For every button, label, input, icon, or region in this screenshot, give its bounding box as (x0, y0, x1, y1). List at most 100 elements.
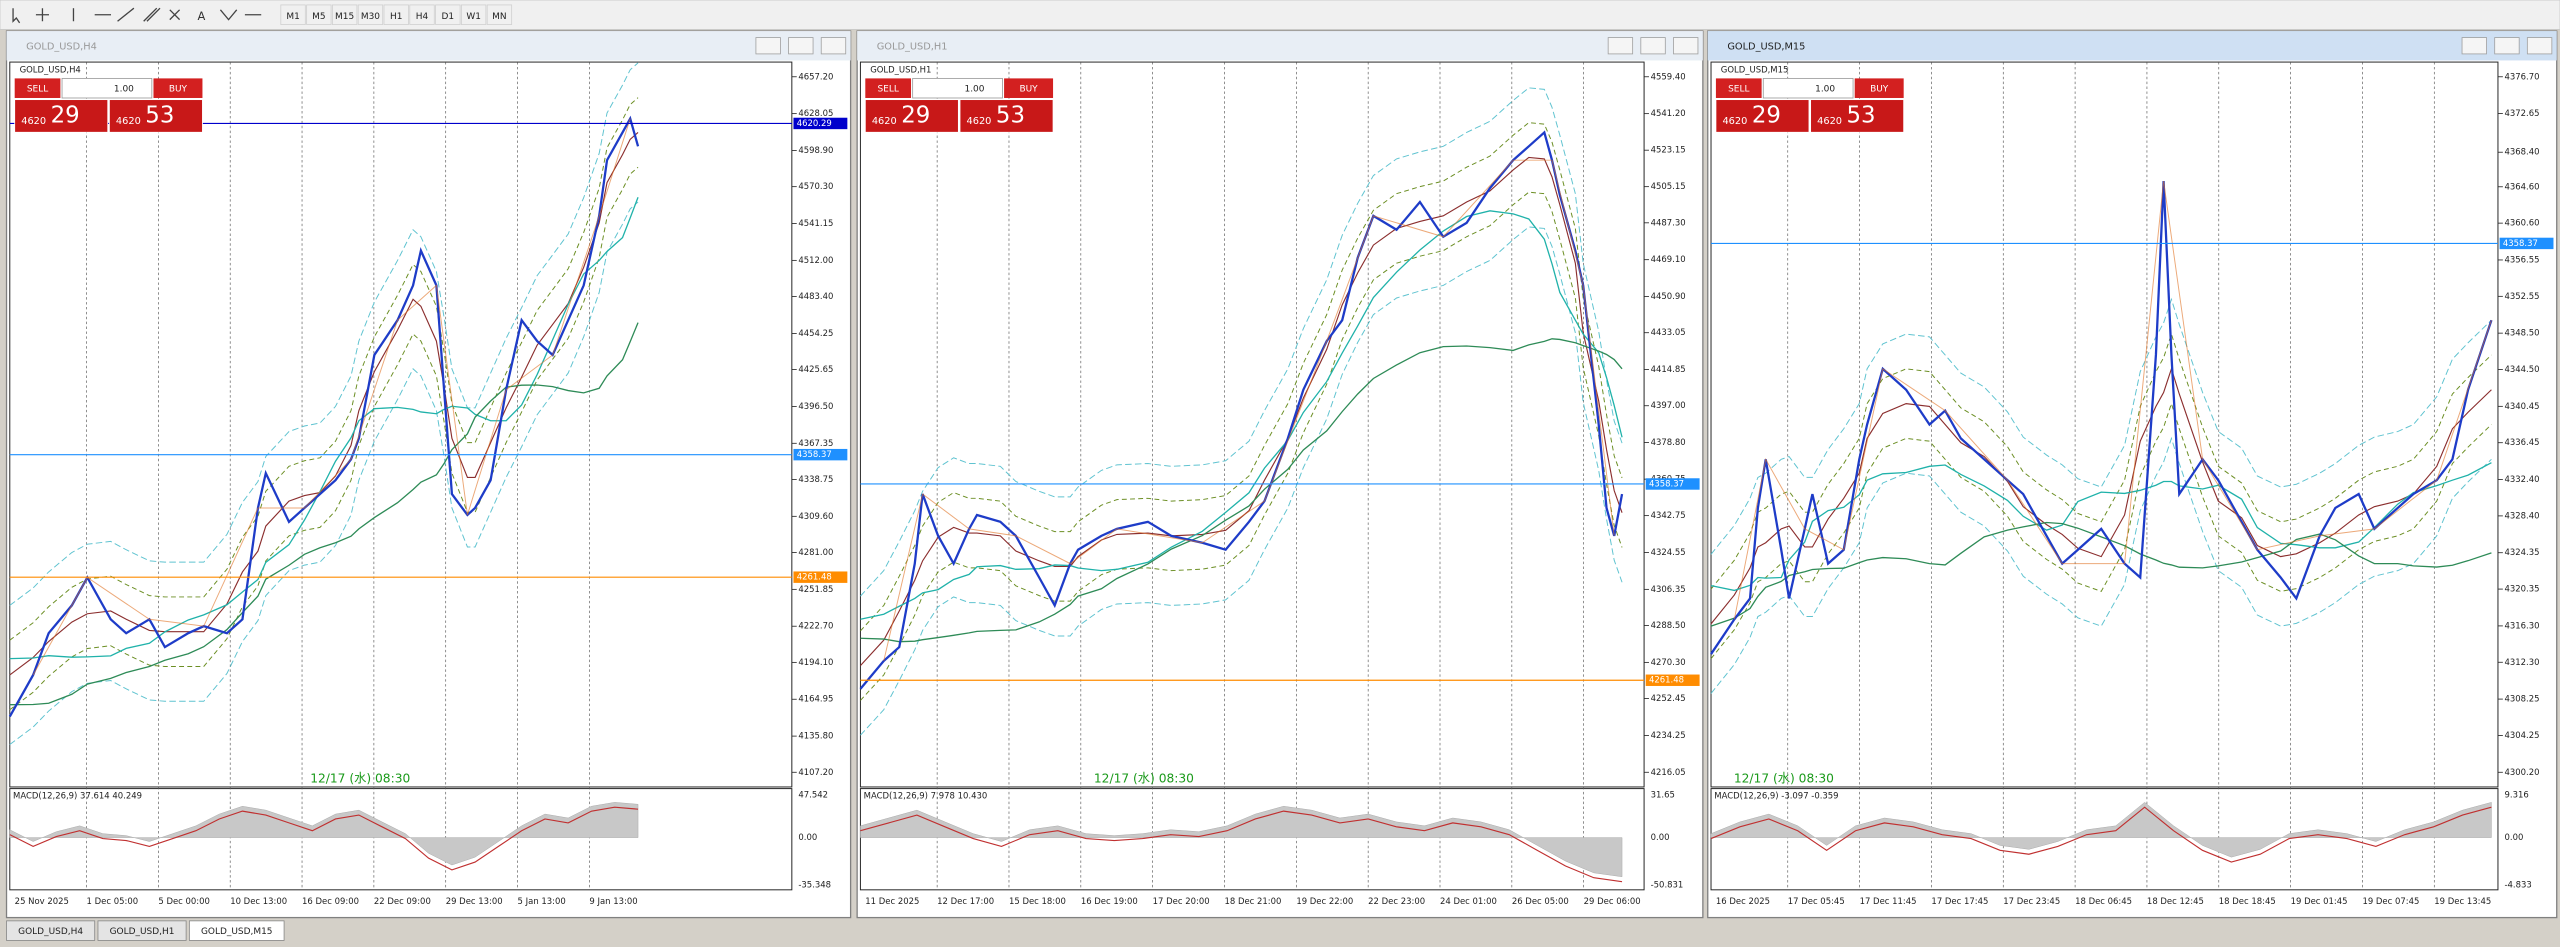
ask-price-big[interactable]: 4620 (967, 116, 992, 127)
timeframe-label[interactable]: M1 (286, 12, 299, 22)
price-label: 4657.20 (798, 71, 833, 81)
crosshair-icon[interactable] (35, 8, 49, 22)
lots-input[interactable] (61, 77, 153, 99)
channel-icon[interactable] (143, 7, 161, 22)
timeframe-label[interactable]: M5 (312, 12, 325, 22)
moving-average (860, 210, 1623, 620)
window-min-button[interactable] (755, 37, 781, 55)
trendline-icon[interactable] (117, 7, 135, 22)
window-close-button[interactable] (820, 37, 847, 55)
sell-button[interactable] (14, 78, 61, 98)
bid-box[interactable] (14, 99, 109, 133)
ask-box[interactable] (108, 99, 203, 133)
macd-axis-label: 47.542 (798, 790, 828, 800)
window-close-button[interactable] (2526, 37, 2553, 55)
ask-price-small[interactable]: 53 (145, 102, 174, 128)
buy-label[interactable]: BUY (1019, 85, 1038, 95)
sell-label[interactable]: SELL (27, 85, 48, 95)
ask-box[interactable] (959, 99, 1054, 133)
buy-button[interactable] (1004, 78, 1054, 98)
time-label: 1 Dec 05:00 (87, 896, 139, 906)
lots-value[interactable]: 1.00 (114, 85, 134, 95)
timeframe-button[interactable] (460, 4, 487, 25)
lots-input[interactable] (912, 77, 1003, 99)
window-min-button[interactable] (1607, 37, 1634, 55)
time-label: 25 Nov 2025 (15, 896, 69, 906)
price-label: 4300.20 (2504, 767, 2539, 777)
window-min-button[interactable] (2461, 37, 2487, 55)
timeframe-button[interactable] (280, 4, 306, 25)
timeframe-button[interactable] (357, 4, 384, 25)
price-label: 4425.65 (798, 364, 833, 374)
price-label: 4559.40 (1651, 71, 1686, 81)
timeframe-label[interactable]: M15 (335, 12, 354, 22)
ask-price-big[interactable]: 4620 (116, 116, 141, 127)
bid-price-small[interactable]: 29 (1752, 102, 1781, 128)
sell-button[interactable] (1715, 78, 1762, 98)
time-label: 19 Dec 22:00 (1296, 896, 1353, 906)
window-close-button[interactable] (1673, 37, 1699, 55)
window-tab[interactable] (6, 920, 96, 941)
timeframe-button[interactable] (409, 4, 435, 25)
timeframe-label[interactable]: D1 (442, 12, 455, 22)
bid-box[interactable] (1715, 99, 1810, 133)
timeframe-label[interactable]: M30 (361, 12, 380, 22)
window-tab[interactable] (97, 920, 187, 941)
bid-price-big[interactable]: 4620 (21, 116, 46, 127)
arrow-icon[interactable] (219, 9, 238, 21)
text-tool[interactable]: A (198, 9, 206, 23)
bid-price-big[interactable]: 4620 (872, 116, 897, 127)
price-label: 4598.90 (798, 145, 833, 155)
fibo-icon[interactable] (169, 9, 181, 21)
bid-price-small[interactable]: 29 (51, 102, 80, 128)
lots-value[interactable]: 1.00 (1815, 85, 1835, 95)
time-label: 16 Dec 09:00 (302, 896, 359, 906)
ask-price-small[interactable]: 53 (1847, 102, 1876, 128)
timeframe-label[interactable]: W1 (466, 12, 481, 22)
symbol-label: GOLD_USD,H4 (20, 65, 81, 75)
timeframe-button[interactable] (306, 4, 332, 25)
timeframe-button[interactable] (383, 4, 409, 25)
window-tab-label[interactable]: GOLD_USD,M15 (201, 927, 273, 937)
timeframe-button[interactable] (486, 4, 513, 25)
time-label: 15 Dec 18:00 (1009, 896, 1066, 906)
price-label: 4252.45 (1651, 693, 1686, 703)
macd-axis-label: 0.00 (1651, 832, 1670, 842)
timeframe-button[interactable] (332, 4, 358, 25)
window-tab[interactable] (188, 920, 285, 941)
time-label: 9 Jan 13:00 (589, 896, 637, 906)
window-tab-label[interactable]: GOLD_USD,H4 (18, 927, 83, 937)
lots-input[interactable] (1762, 77, 1854, 99)
timeframe-label[interactable]: H1 (390, 12, 402, 22)
price-label: 4340.45 (2504, 401, 2539, 411)
bollinger-band (860, 122, 1623, 632)
ask-price-big[interactable]: 4620 (1817, 116, 1842, 127)
bid-price-small[interactable]: 29 (901, 102, 930, 128)
chart-window: GOLD_USD,H4 4657.20 4628.05 4598.90 4570.30 4… (5, 30, 852, 919)
window-max-button[interactable] (1640, 37, 1666, 55)
window-max-button[interactable] (2494, 37, 2520, 55)
sell-label[interactable]: SELL (1728, 85, 1749, 95)
buy-label[interactable]: BUY (169, 85, 188, 95)
timeframe-label[interactable]: H4 (416, 12, 429, 22)
timeframe-button[interactable] (435, 4, 461, 25)
timeframe-label[interactable]: MN (492, 12, 506, 22)
time-annotation: 12/17 (水) 08:30 (1094, 771, 1194, 785)
buy-label[interactable]: BUY (1870, 85, 1889, 95)
bid-box[interactable] (864, 99, 959, 133)
time-label: 29 Dec 13:00 (446, 896, 503, 906)
sell-button[interactable] (865, 78, 912, 98)
ask-price-small[interactable]: 53 (996, 102, 1025, 128)
macd-label: MACD(12,26,9) 7.978 10.430 (864, 790, 988, 800)
bid-price-big[interactable]: 4620 (1722, 116, 1747, 127)
sell-label[interactable]: SELL (877, 85, 898, 95)
cursor-icon[interactable] (12, 8, 21, 24)
time-label: 10 Dec 13:00 (230, 896, 287, 906)
window-tab-label[interactable]: GOLD_USD,H1 (110, 927, 175, 937)
lots-value[interactable]: 1.00 (965, 85, 985, 95)
window-max-button[interactable] (788, 37, 814, 55)
time-label: 17 Dec 23:45 (2003, 896, 2060, 906)
buy-button[interactable] (153, 78, 203, 98)
ask-box[interactable] (1810, 99, 1905, 133)
buy-button[interactable] (1854, 78, 1904, 98)
